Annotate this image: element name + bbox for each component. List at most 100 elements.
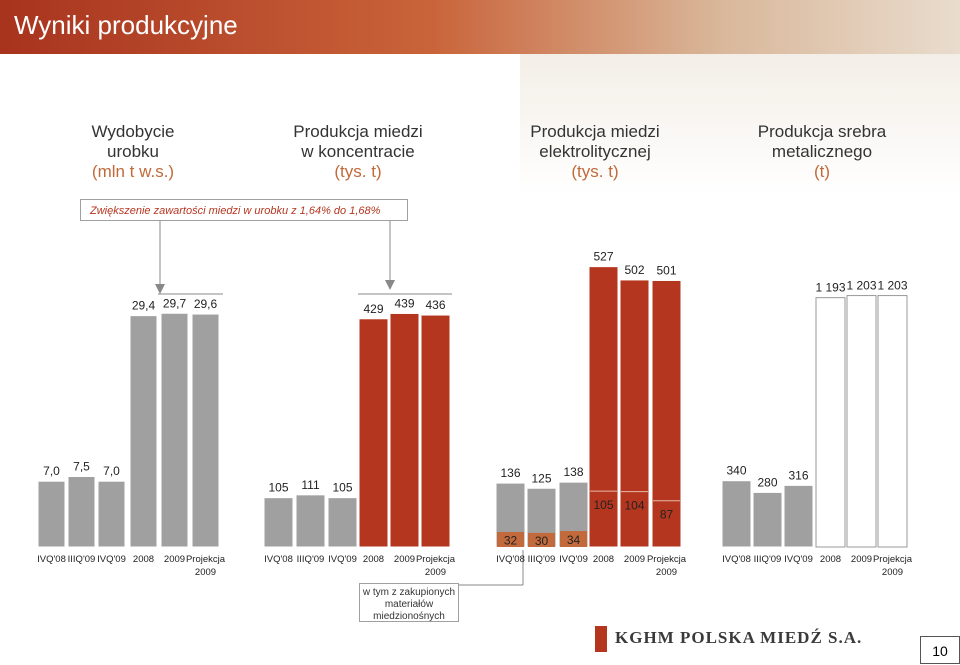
group-title-concentrate-line1: Produkcja miedzi [293,122,423,141]
electrolytic-annual-sublabel-1: 104 [624,499,644,513]
ore-quarter-label-1: 7,5 [73,460,90,474]
group-title-electrolytic-line2: elektrolitycznej [539,142,651,161]
note-arrow-right-head [385,280,395,290]
electrolytic-category-label-5-b: 2009 [656,567,677,578]
ore-annual-bar-1 [160,312,189,548]
group-title-ore: Wydobycie urobku (mln t w.s.) [58,122,208,182]
ore-quarter-bar-2 [97,480,126,548]
electrolytic-category-label-1: IIIQ'09 [528,554,556,565]
copper-content-note: Zwiększenie zawartości miedzi w urobku z… [80,199,408,221]
ore-quarter-bar-1 [67,476,96,548]
group-title-electrolytic-line1: Produkcja miedzi [530,122,660,141]
group-title-silver-line1: Produkcja srebra [757,122,887,141]
concentrate-annual-label-1: 439 [394,296,414,310]
electrolytic-category-label-4: 2009 [624,554,645,565]
electrolytic-annual-bar-1 [619,279,650,548]
purchased-materials-note: w tym z zakupionych materiałów miedziono… [359,583,459,622]
silver-category-label-2: IVQ'09 [784,554,813,565]
electrolytic-purchased-bar-0 [497,531,524,547]
silver-annual-bar-1 [846,295,877,548]
electrolytic-annual-bar-0 [588,266,619,548]
ore-category-label-0: IVQ'08 [37,554,66,565]
purchased-note-line1: w tym z zakupionych [362,587,456,598]
silver-category-label-4: 2009 [851,554,872,565]
concentrate-category-label-3: 2008 [363,554,384,565]
silver-category-label-5-a: Projekcja [873,554,913,565]
electrolytic-purchased-label-2: 34 [567,533,581,547]
ore-category-label-2: IVQ'09 [97,554,126,565]
electrolytic-purchased-label-0: 32 [504,533,518,547]
electrolytic-category-label-2: IVQ'09 [559,554,588,565]
concentrate-quarter-bar-0 [263,497,294,548]
electrolytic-purchased-bar-1 [528,532,555,547]
ore-category-label-5-a: Projekcja [186,554,226,565]
electrolytic-category-label-0: IVQ'08 [496,554,525,565]
group-unit-electrolytic: (tys. t) [571,162,619,181]
electrolytic-annual-label-0: 527 [593,250,613,264]
ore-annual-bar-0 [129,315,158,548]
concentrate-category-label-0: IVQ'08 [264,554,293,565]
electrolytic-quarter-label-2: 138 [563,465,583,479]
silver-category-label-0: IVQ'08 [722,554,751,565]
concentrate-annual-bar-1 [389,312,420,548]
silver-quarter-bar-0 [721,480,752,548]
electrolytic-annual-sublabel-2: 87 [660,508,674,522]
ore-quarter-bar-0 [37,480,66,548]
ore-annual-label-0: 29,4 [132,299,156,313]
electrolytic-purchased-label-1: 30 [535,534,549,548]
title-bar: Wyniki produkcyjne [0,0,960,54]
kghm-logo-mark [595,626,607,652]
concentrate-category-label-5-b: 2009 [425,567,446,578]
concentrate-annual-bar-0 [358,318,389,548]
concentrate-category-label-4: 2009 [394,554,415,565]
group-title-concentrate-line2: w koncentracie [301,142,415,161]
concentrate-category-label-5-a: Projekcja [416,554,456,565]
ore-annual-label-1: 29,7 [163,296,187,310]
silver-quarter-bar-2 [783,484,814,548]
group-unit-silver: (t) [813,162,831,181]
electrolytic-annual-sublabel-0: 105 [593,498,613,512]
concentrate-quarter-label-0: 105 [268,481,288,495]
concentrate-category-label-2: IVQ'09 [328,554,357,565]
electrolytic-annual-label-2: 501 [656,263,676,277]
silver-category-label-5-b: 2009 [882,567,903,578]
group-title-concentrate: Produkcja miedzi w koncentracie (tys. t) [268,122,448,182]
concentrate-category-label-1: IIIQ'09 [297,554,325,565]
silver-category-label-3: 2008 [820,554,841,565]
silver-quarter-label-0: 340 [726,464,746,478]
group-unit-concentrate: (tys. t) [334,162,382,181]
ore-category-label-1: IIIQ'09 [68,554,96,565]
silver-quarter-label-1: 280 [757,475,777,489]
concentrate-quarter-bar-2 [327,497,358,548]
group-title-ore-line1: Wydobycie [91,122,175,141]
kghm-logo-text: KGHM POLSKA MIEDŹ S.A. [615,628,863,647]
group-title-silver-line2: metalicznego [771,142,873,161]
silver-annual-bar-2 [877,295,908,548]
electrolytic-category-label-3: 2008 [593,554,614,565]
electrolytic-purchased-bar-2 [560,531,587,547]
electrolytic-quarter-label-1: 125 [531,471,551,485]
background-decoration [520,54,960,194]
electrolytic-category-label-5-a: Projekcja [647,554,687,565]
purchased-note-line3: miedzionośnych [373,611,445,622]
ore-quarter-label-2: 7,0 [103,464,120,478]
group-unit-ore: (mln t w.s.) [91,162,175,181]
silver-annual-label-2: 1 203 [877,279,907,293]
purchased-note-line2: materiałów [384,599,434,610]
silver-annual-bar-0 [815,297,846,548]
silver-quarter-bar-1 [752,491,783,548]
electrolytic-quarter-label-0: 136 [500,466,520,480]
silver-annual-label-0: 1 193 [815,281,845,295]
kghm-logo: KGHM POLSKA MIEDŹ S.A. [595,620,895,654]
ore-quarter-label-0: 7,0 [43,464,60,478]
page-title: Wyniki produkcyjne [14,10,238,40]
silver-quarter-label-2: 316 [788,468,808,482]
electrolytic-annual-bar-2 [651,279,682,548]
group-title-ore-line2: urobku [107,142,159,161]
ore-category-label-3: 2008 [133,554,154,565]
note-arrow-left-head [155,284,165,294]
concentrate-annual-label-0: 429 [363,302,383,316]
ore-category-label-5-b: 2009 [195,567,216,578]
electrolytic-annual-label-1: 502 [624,263,644,277]
